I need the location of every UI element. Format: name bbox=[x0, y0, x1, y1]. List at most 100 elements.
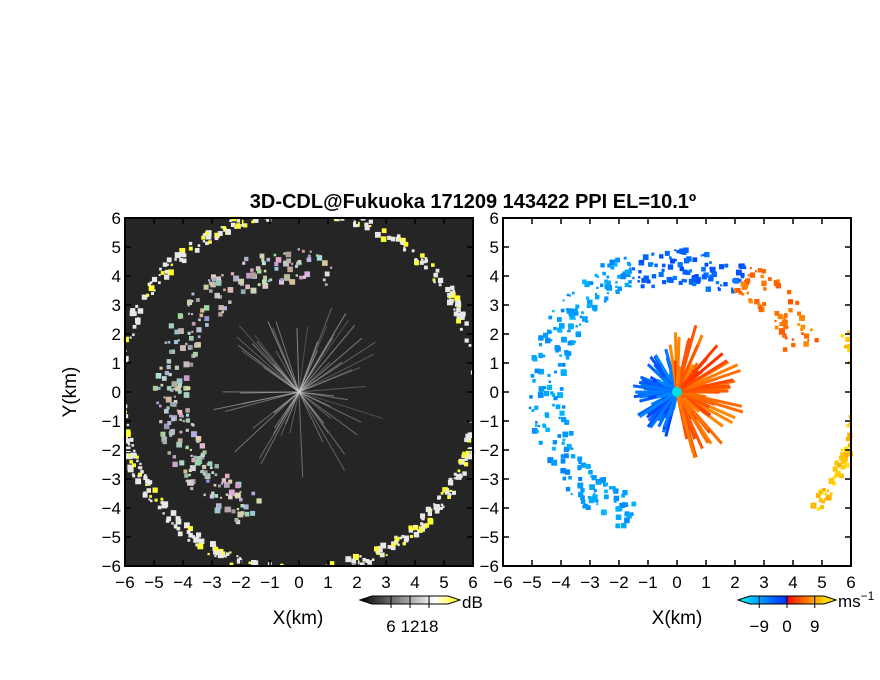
cell-mark bbox=[573, 311, 579, 316]
cell-mark bbox=[175, 518, 182, 525]
cell-mark bbox=[464, 338, 469, 343]
cell-mark bbox=[252, 217, 259, 223]
cell-mark bbox=[185, 408, 190, 413]
cell-mark bbox=[674, 258, 677, 262]
cell-mark bbox=[560, 308, 565, 313]
colorbar-tick-label: −9 bbox=[750, 617, 769, 636]
cell-mark bbox=[368, 219, 373, 224]
cell-mark bbox=[557, 434, 562, 438]
cell-mark bbox=[762, 301, 765, 305]
cell-mark bbox=[274, 261, 279, 267]
cell-mark bbox=[200, 469, 204, 473]
cell-mark bbox=[440, 491, 444, 495]
y-tick-label: 3 bbox=[490, 296, 499, 315]
cell-mark bbox=[164, 370, 170, 376]
cell-mark bbox=[565, 420, 569, 424]
cell-mark bbox=[189, 448, 192, 452]
cell-mark bbox=[351, 558, 357, 564]
cell-mark bbox=[542, 423, 546, 428]
cell-mark bbox=[606, 284, 613, 291]
cell-mark bbox=[155, 372, 162, 379]
cell-mark bbox=[391, 541, 394, 544]
cell-mark bbox=[637, 280, 640, 283]
cell-mark bbox=[531, 409, 535, 412]
cell-mark bbox=[552, 403, 555, 407]
cell-mark bbox=[171, 402, 177, 407]
cell-mark bbox=[251, 220, 255, 224]
cell-mark bbox=[391, 541, 396, 547]
ray-mark bbox=[676, 369, 741, 394]
cell-mark bbox=[741, 292, 745, 296]
cell-mark bbox=[701, 274, 707, 280]
cell-mark bbox=[585, 505, 591, 511]
cell-mark bbox=[536, 430, 539, 433]
cell-mark bbox=[170, 510, 177, 516]
cell-mark bbox=[137, 308, 144, 314]
cell-mark bbox=[447, 495, 451, 499]
ray-mark bbox=[298, 391, 332, 419]
cell-mark bbox=[741, 272, 745, 277]
cell-mark bbox=[608, 486, 613, 490]
cell-mark bbox=[185, 445, 189, 450]
cell-mark bbox=[403, 535, 410, 541]
cell-mark bbox=[468, 432, 475, 439]
cell-mark bbox=[609, 259, 616, 266]
cell-mark bbox=[243, 223, 248, 228]
cell-mark bbox=[448, 296, 451, 299]
cell-mark bbox=[302, 275, 307, 279]
cell-mark bbox=[718, 264, 725, 270]
x-tick-label: −6 bbox=[493, 573, 512, 592]
cell-mark bbox=[257, 283, 261, 287]
cell-mark bbox=[177, 409, 183, 415]
cell-mark bbox=[580, 488, 585, 493]
colorbar-tick-label: 6 bbox=[386, 617, 395, 636]
cell-mark bbox=[720, 284, 723, 287]
cell-mark bbox=[782, 333, 787, 338]
ray-mark bbox=[298, 353, 375, 393]
cell-mark bbox=[177, 438, 183, 444]
cell-mark bbox=[424, 523, 430, 528]
ray-mark bbox=[275, 350, 300, 393]
colorbar-tick-label: 18 bbox=[420, 617, 439, 636]
cell-mark bbox=[400, 241, 405, 245]
cell-mark bbox=[466, 450, 469, 453]
cell-mark bbox=[221, 478, 227, 483]
cell-mark bbox=[594, 273, 598, 278]
cell-mark bbox=[420, 258, 424, 261]
cell-mark bbox=[447, 293, 452, 298]
cell-mark bbox=[195, 543, 199, 547]
ray-mark bbox=[298, 341, 319, 393]
cell-mark bbox=[261, 261, 266, 266]
cell-mark bbox=[418, 526, 424, 532]
cell-mark bbox=[570, 492, 573, 495]
cell-mark bbox=[381, 228, 387, 234]
cell-mark bbox=[543, 386, 547, 390]
cell-mark bbox=[704, 251, 710, 258]
cell-mark bbox=[450, 291, 453, 295]
cell-mark bbox=[580, 462, 587, 468]
colorbar-velocity-ticks: −9 0 9 bbox=[750, 596, 819, 636]
cell-mark bbox=[183, 469, 188, 474]
cell-mark bbox=[182, 419, 185, 423]
cell-mark bbox=[628, 267, 632, 271]
cell-mark bbox=[166, 257, 172, 263]
cell-mark bbox=[179, 257, 183, 262]
cell-mark bbox=[679, 266, 685, 272]
cell-mark bbox=[743, 266, 747, 270]
cell-mark bbox=[324, 283, 328, 286]
cell-mark bbox=[582, 504, 587, 509]
cell-mark bbox=[459, 327, 463, 331]
cell-mark bbox=[238, 557, 242, 560]
cell-mark bbox=[127, 466, 134, 473]
cell-mark bbox=[779, 328, 785, 335]
ray-mark bbox=[296, 328, 300, 393]
cell-mark bbox=[561, 405, 566, 409]
cell-mark bbox=[651, 274, 657, 279]
cell-mark bbox=[216, 276, 222, 282]
cell-mark bbox=[185, 418, 190, 423]
cell-mark bbox=[168, 372, 172, 377]
cell-mark bbox=[834, 465, 839, 469]
feature-northeast-band bbox=[733, 267, 819, 352]
cell-mark bbox=[204, 316, 210, 322]
